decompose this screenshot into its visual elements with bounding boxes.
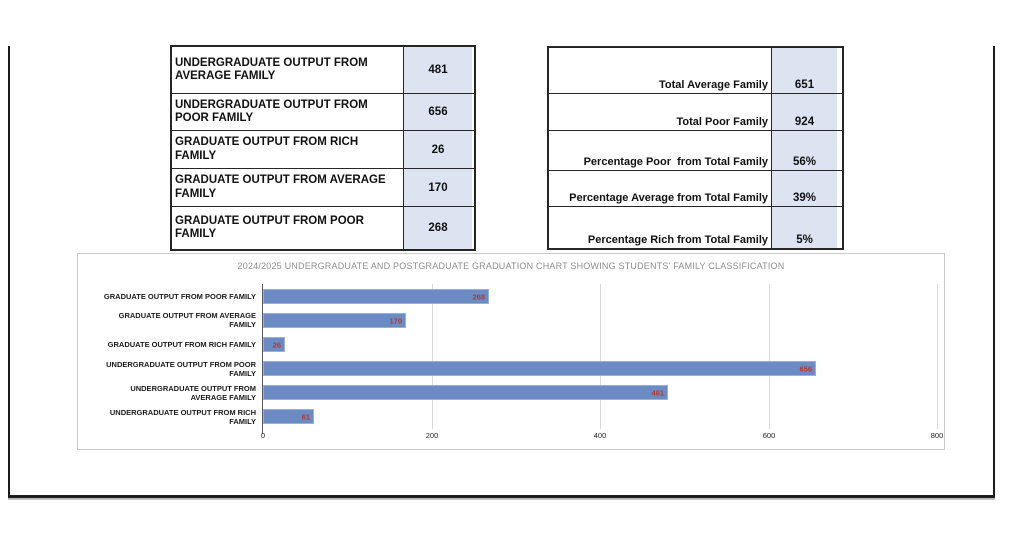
category-label: GRADUATE OUTPUT FROM RICH FAMILY — [107, 339, 256, 349]
row-value-cell: 651 — [772, 48, 837, 93]
category-label: UNDERGRADUATE OUTPUT FROM AVERAGE FAMILY — [130, 384, 256, 402]
graduation-bar-chart: 2024/2025 UNDERGRADUATE AND POSTGRADUATE… — [77, 253, 945, 450]
category-label: UNDERGRADUATE OUTPUT FROM POOR FAMILY — [106, 360, 256, 378]
row-value-cell: 39% — [772, 171, 837, 206]
table-row: Percentage Rich from Total Family 5% — [549, 206, 842, 248]
category-axis-line — [262, 284, 263, 434]
gridline — [432, 284, 433, 429]
row-value-cell: 924 — [772, 94, 837, 130]
bar-value-label: 481 — [651, 388, 664, 397]
chart-title: 2024/2025 UNDERGRADUATE AND POSTGRADUATE… — [237, 261, 785, 271]
table-row: Total Average Family 651 — [549, 48, 842, 93]
bar-value-label: 268 — [472, 292, 485, 301]
row-label-cell: UNDERGRADUATE OUTPUT FROM POOR FAMILY — [172, 94, 404, 130]
totals-percentage-table: Total Average Family 651 Total Poor Family… — [547, 46, 844, 250]
row-label-cell: GRADUATE OUTPUT FROM AVERAGE FAMILY — [172, 169, 404, 206]
bar-value-label: 656 — [799, 364, 812, 373]
table-row: Percentage Poor from Total Family 56% — [549, 130, 842, 170]
graduation-output-table: UNDERGRADUATE OUTPUT FROM AVERAGE FAMILY… — [170, 45, 476, 251]
x-axis-tick-label: 200 — [425, 431, 439, 440]
x-axis-tick-label: 800 — [930, 431, 944, 440]
chart-category-axis: GRADUATE OUTPUT FROM POOR FAMILY GRADUATE… — [78, 284, 256, 429]
row-label-cell: Percentage Poor from Total Family — [549, 131, 772, 170]
bar-value-label: 26 — [272, 340, 281, 349]
gridline — [937, 284, 938, 429]
row-label-cell: UNDERGRADUATE OUTPUT FROM AVERAGE FAMILY — [172, 47, 404, 93]
x-axis-tick-label: 600 — [762, 431, 776, 440]
row-label-cell: Total Poor Family — [549, 94, 772, 130]
row-label-cell: GRADUATE OUTPUT FROM POOR FAMILY — [172, 207, 404, 249]
bar-value-label: 170 — [389, 316, 402, 325]
table-row: UNDERGRADUATE OUTPUT FROM AVERAGE FAMILY… — [172, 47, 474, 93]
row-value-cell: 26 — [404, 131, 472, 168]
row-value-cell: 481 — [404, 47, 472, 93]
row-value-cell: 170 — [404, 169, 472, 206]
table-row: GRADUATE OUTPUT FROM RICH FAMILY 26 — [172, 130, 474, 168]
bar: 268 — [263, 289, 489, 304]
category-label: GRADUATE OUTPUT FROM AVERAGE FAMILY — [118, 311, 256, 329]
row-value-cell: 56% — [772, 131, 837, 170]
bar: 656 — [263, 361, 816, 376]
table-row: GRADUATE OUTPUT FROM POOR FAMILY 268 — [172, 206, 474, 249]
table-row: UNDERGRADUATE OUTPUT FROM POOR FAMILY 656 — [172, 93, 474, 130]
table-row: Percentage Average from Total Family 39% — [549, 170, 842, 206]
category-label: GRADUATE OUTPUT FROM POOR FAMILY — [103, 291, 256, 301]
table-row: Total Poor Family 924 — [549, 93, 842, 130]
bar: 26 — [263, 337, 285, 352]
bar: 481 — [263, 385, 668, 400]
bar-value-label: 61 — [301, 412, 310, 421]
row-value-cell: 656 — [404, 94, 472, 130]
category-label: UNDERGRADUATE OUTPUT FROM RICH FAMILY — [109, 408, 256, 426]
gridline — [600, 284, 601, 429]
gridline — [769, 284, 770, 429]
row-value-cell: 5% — [772, 207, 837, 248]
chart-plot-area: 268 170 26 656 481 61 — [262, 284, 938, 434]
x-axis-tick-label: 400 — [593, 431, 607, 440]
row-label-cell: GRADUATE OUTPUT FROM RICH FAMILY — [172, 131, 404, 168]
table-row: GRADUATE OUTPUT FROM AVERAGE FAMILY 170 — [172, 168, 474, 206]
row-value-cell: 268 — [404, 207, 472, 249]
bar: 61 — [263, 409, 314, 424]
row-label-cell: Total Average Family — [549, 48, 772, 93]
row-label-cell: Percentage Rich from Total Family — [549, 207, 772, 248]
row-label-cell: Percentage Average from Total Family — [549, 171, 772, 206]
bar: 170 — [263, 313, 406, 328]
x-axis-tick-label: 0 — [260, 431, 266, 440]
